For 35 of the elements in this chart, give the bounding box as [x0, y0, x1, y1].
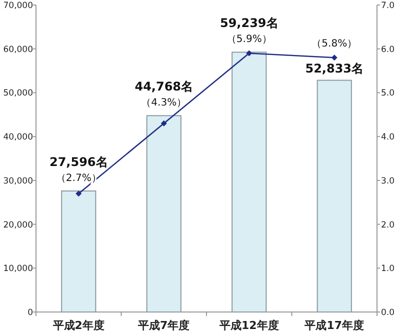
y2-tick-label: 0.0	[381, 308, 395, 318]
bar	[61, 190, 96, 312]
data-label: 52,833名	[305, 61, 364, 76]
point	[246, 50, 252, 56]
y2-tick-label: 2.0	[381, 220, 395, 230]
point	[160, 120, 167, 126]
x-tick-label: 平成2年度	[52, 319, 104, 332]
y2-tick-label: 1.0	[381, 264, 395, 274]
bar	[146, 115, 182, 312]
y2-tick-label: 5.0	[381, 88, 395, 99]
x-tick-label: 平成7年度	[137, 319, 190, 332]
y2-tick-label: 4.0	[381, 132, 395, 143]
data-label: （5.9%）	[226, 34, 272, 46]
y-tick-label: 20,000	[3, 220, 33, 230]
bar	[232, 52, 267, 312]
y-tick-label: 60,000	[3, 44, 33, 55]
y2-tick-label: 7.0	[381, 1, 395, 11]
y-tick-label: 50,000	[3, 88, 33, 99]
y-tick-label: 10,000	[3, 264, 33, 274]
bar	[316, 80, 352, 312]
y-tick-label: 30,000	[3, 176, 33, 186]
y2-tick-label: 6.0	[381, 44, 395, 55]
data-label: 44,768名	[134, 80, 194, 94]
y2-tick-label: 3.0	[381, 176, 395, 186]
data-label: 59,239名	[220, 16, 278, 30]
y-tick-label: 0	[28, 308, 33, 318]
point	[331, 54, 338, 61]
x-tick-label: 平成12年度	[218, 319, 279, 332]
data-label: 27,596名	[49, 154, 108, 169]
data-label: （5.8%）	[312, 38, 358, 50]
data-label: （4.3%）	[141, 98, 187, 109]
y-tick-label: 40,000	[3, 132, 33, 143]
y-tick-label: 70,000	[3, 1, 33, 11]
x-tick-label: 平成17年度	[304, 319, 364, 332]
point	[76, 190, 82, 197]
